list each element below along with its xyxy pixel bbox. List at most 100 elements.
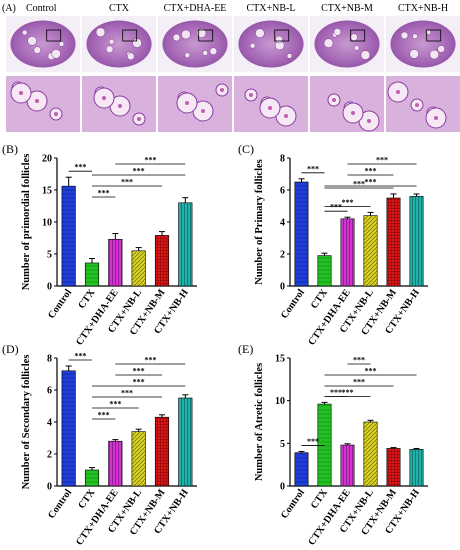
follicle-mark — [323, 38, 334, 48]
follicle-mark — [209, 47, 218, 55]
bar — [178, 202, 193, 287]
y-axis-label: Number of primordial follicles — [21, 154, 32, 291]
bar — [61, 370, 76, 487]
follicle-mark — [95, 27, 106, 38]
bar — [409, 196, 424, 287]
bar — [386, 197, 401, 287]
follicle-mark — [202, 50, 209, 56]
follicle-mark — [275, 35, 283, 44]
bar — [108, 238, 123, 287]
oocyte-mark — [35, 99, 39, 103]
y-tick-label: 0 — [47, 282, 52, 293]
significance-label: *** — [365, 367, 377, 376]
bar — [317, 255, 332, 287]
panel-label: (C) — [238, 142, 254, 156]
histology-column-5: CTX+NB-M — [310, 3, 384, 132]
y-tick-label: 6 — [47, 386, 52, 397]
follicle-mark — [333, 28, 342, 36]
follicle-mark — [105, 45, 114, 54]
follicle-mark — [429, 49, 440, 60]
bar — [340, 444, 355, 487]
x-tick-label: CTX — [309, 487, 331, 511]
follicle-mark — [51, 49, 61, 59]
y-tick-label: 10 — [42, 218, 52, 229]
y-axis-label: Number of Secondary follicles — [21, 355, 32, 490]
follicle-mark — [33, 46, 42, 54]
oocyte-mark — [201, 109, 205, 113]
oocyte-mark — [332, 98, 336, 102]
histology-column-title: CTX+NB-L — [247, 3, 296, 14]
bar — [363, 421, 378, 487]
y-tick-label: 15 — [275, 354, 285, 365]
significance-label: *** — [133, 378, 145, 387]
y-tick-label: 10 — [275, 396, 285, 407]
y-tick-label: 4 — [280, 218, 285, 229]
oocyte-mark — [249, 93, 253, 97]
significance-label: *** — [133, 367, 145, 376]
bar — [84, 262, 100, 287]
oocyte-mark — [19, 91, 23, 95]
oocyte-mark — [351, 111, 355, 115]
bar — [317, 403, 332, 487]
oocyte-mark — [137, 117, 141, 121]
histology-column-4: CTX+NB-L — [234, 3, 308, 132]
histology-column-title: CTX+NB-H — [398, 3, 448, 14]
follicle-mark — [249, 42, 256, 49]
oocyte-mark — [118, 104, 122, 108]
oocyte-mark — [434, 116, 438, 120]
histology-column-title: CTX — [109, 3, 130, 14]
bar — [108, 440, 123, 487]
significance-label: *** — [330, 388, 342, 397]
oocyte-mark — [396, 90, 400, 94]
zoom-box — [122, 29, 138, 42]
significance-label: *** — [330, 203, 342, 212]
x-tick-label: CTX — [76, 487, 98, 511]
oocyte-mark — [54, 112, 58, 116]
histology-column-3: CTX+DHA-EE — [158, 3, 232, 132]
zoom-box — [350, 29, 366, 42]
significance-label: *** — [353, 180, 365, 189]
ovary-section — [162, 20, 228, 68]
significance-label: *** — [342, 388, 354, 397]
x-tick-label: CTX — [76, 287, 98, 311]
y-tick-label: 4 — [47, 418, 52, 429]
oocyte-mark — [415, 103, 419, 107]
follicle-mark — [21, 29, 28, 36]
panel-label: (D) — [2, 342, 19, 356]
zoom-box — [426, 29, 442, 42]
panel-label: (B) — [2, 142, 18, 156]
panel-a-histology: (A) Control CTX CTX+DHA-EE CTX+NB-L CTX+NB-M… — [2, 3, 460, 132]
y-tick-label: 0 — [280, 282, 285, 293]
oocyte-mark — [185, 101, 189, 105]
significance-label: *** — [353, 378, 365, 387]
bar — [61, 185, 76, 287]
y-tick-label: 8 — [47, 354, 52, 365]
panel-label-a: (A) — [2, 3, 16, 14]
follicle-mark — [196, 28, 207, 38]
y-axis-label: Number of Atretic follicles — [254, 363, 265, 481]
follicle-mark — [360, 50, 371, 60]
follicle-mark — [353, 45, 360, 51]
oocyte-mark — [268, 106, 272, 110]
y-axis-label: Number of Primary follicles — [254, 159, 265, 284]
bar-chart-panel: (B) 0 5 10 15 20 Number of primordial follicle… — [2, 142, 197, 348]
significance-label: *** — [144, 156, 156, 165]
significance-label: *** — [365, 178, 377, 187]
bar — [154, 416, 170, 487]
bar — [178, 397, 193, 487]
zoom-box — [46, 29, 62, 42]
histology-column-title: CTX+NB-M — [321, 3, 373, 14]
follicle-mark — [172, 33, 181, 42]
significance-label: *** — [133, 167, 145, 176]
histology-column-1: Control — [6, 3, 80, 132]
ovary-section — [390, 20, 456, 68]
follicle-mark — [184, 52, 191, 58]
significance-label: *** — [365, 167, 377, 176]
ovary-section — [238, 20, 304, 68]
bar — [340, 218, 355, 287]
bar — [386, 448, 401, 487]
